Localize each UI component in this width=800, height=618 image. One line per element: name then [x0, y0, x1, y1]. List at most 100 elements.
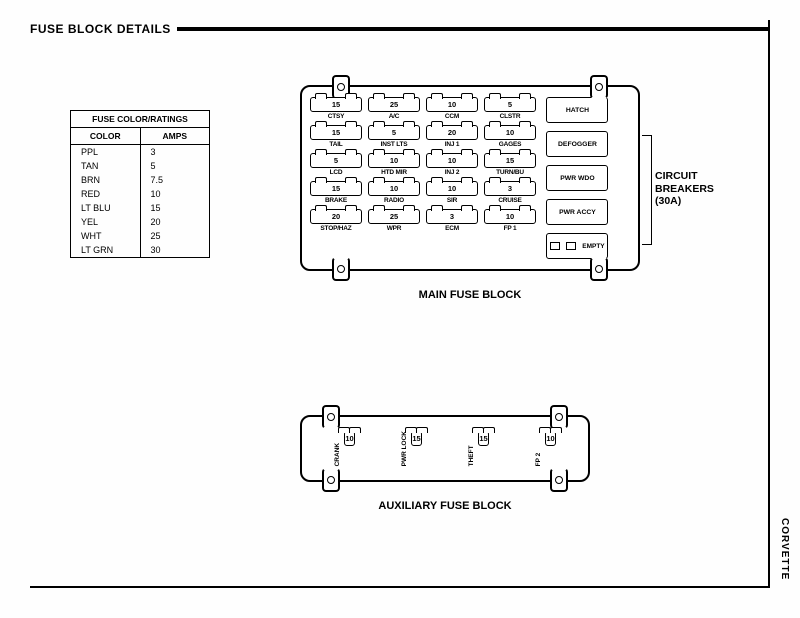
color-table-body: PPL3TAN5BRN7.5RED10LT BLU15YEL20WHT25LT …: [71, 145, 209, 257]
color-cell: TAN: [71, 159, 141, 173]
fuse-row: 20STOP/HAZ 25WPR 3ECM 10FP 1: [310, 209, 536, 232]
fuse-value: 10: [368, 181, 420, 196]
fuse: 20STOP/HAZ: [310, 209, 362, 232]
fuse-value: 15: [484, 153, 536, 168]
fuse-value: 25: [368, 97, 420, 112]
fuse-value: 15: [310, 97, 362, 112]
color-cell: RED: [71, 187, 141, 201]
circuit-breaker: PWR ACCY: [546, 199, 608, 225]
fuse: 25WPR: [368, 209, 420, 232]
fuse-label: CTSY: [310, 113, 362, 120]
aux-fuse-block-wrap: CRANK10PWR LOCK15THEFT15FP 210 AUXILIARY…: [300, 415, 590, 512]
fuse-label: INJ 1: [426, 141, 478, 148]
color-table-columns: COLOR AMPS: [71, 128, 209, 145]
fuse-value: 10: [426, 181, 478, 196]
fuse: 10GAGES: [484, 125, 536, 148]
fuse-value: 15: [310, 125, 362, 140]
color-table-row: LT GRN30: [71, 243, 209, 257]
fuse: 15CTSY: [310, 97, 362, 120]
fuse-value: 25: [368, 209, 420, 224]
fuse-value: 15: [310, 181, 362, 196]
color-table-title: FUSE COLOR/RATINGS: [71, 111, 209, 128]
fuse: 10INJ 2: [426, 153, 478, 176]
fuse-label: ECM: [426, 225, 478, 232]
color-table-row: BRN7.5: [71, 173, 209, 187]
fuse-value: 10: [426, 153, 478, 168]
fuse: 5LCD: [310, 153, 362, 176]
amps-cell: 20: [141, 215, 210, 229]
fuse-row: 15BRAKE10RADIO10SIR3CRUISE: [310, 181, 536, 204]
amps-cell: 5: [141, 159, 210, 173]
main-fuse-block: 15CTSY25A/C10CCM5CLSTR15TAIL5INST LTS20I…: [300, 85, 640, 271]
fuse: 10FP 1: [484, 209, 536, 232]
mount-tab: [550, 468, 568, 492]
header-bar: FUSE BLOCK DETAILS: [30, 20, 770, 38]
color-cell: YEL: [71, 215, 141, 229]
color-table-row: YEL20: [71, 215, 209, 229]
fuse-value: 3: [484, 181, 536, 196]
fuse-value: 5: [310, 153, 362, 168]
color-ratings-table: FUSE COLOR/RATINGS COLOR AMPS PPL3TAN5BR…: [70, 110, 210, 258]
aux-fuse-value: 15: [478, 431, 488, 446]
fuse-value: 5: [484, 97, 536, 112]
fuse-row: 5LCD 10HTD MIR 10INJ 2 15TURN/BU: [310, 153, 536, 176]
header-title: FUSE BLOCK DETAILS: [30, 22, 177, 36]
fuse: 10RADIO: [368, 181, 420, 204]
mount-tab: [322, 468, 340, 492]
main-fuse-grid: 15CTSY25A/C10CCM5CLSTR15TAIL5INST LTS20I…: [310, 97, 536, 232]
fuse: 3ECM: [426, 209, 478, 232]
color-cell: PPL: [71, 145, 141, 159]
color-table-row: WHT25: [71, 229, 209, 243]
fuse: 5INST LTS: [368, 125, 420, 148]
fuse-label: SIR: [426, 197, 478, 204]
circuit-breaker-label: CIRCUIT BREAKERS (30A): [655, 170, 714, 208]
mount-tab: [332, 257, 350, 281]
fuse: 3CRUISE: [484, 181, 536, 204]
color-cell: BRN: [71, 173, 141, 187]
fuse: 10CCM: [426, 97, 478, 120]
mount-tab: [590, 75, 608, 99]
fuse-label: CCM: [426, 113, 478, 120]
fuse-label: INST LTS: [368, 141, 420, 148]
aux-fuse-label: PWR LOCK: [401, 431, 408, 466]
color-cell: LT BLU: [71, 201, 141, 215]
color-table-row: RED10: [71, 187, 209, 201]
circuit-breaker-bracket: [642, 135, 652, 245]
fuse-value: 20: [426, 125, 478, 140]
amps-cell: 30: [141, 243, 210, 257]
fuse-label: TURN/BU: [484, 169, 536, 176]
circuit-breaker: PWR WDO: [546, 165, 608, 191]
fuse: 10SIR: [426, 181, 478, 204]
fuse-label: LCD: [310, 169, 362, 176]
fuse-label: FP 1: [484, 225, 536, 232]
aux-fuse-label: CRANK: [334, 431, 341, 466]
col-amps: AMPS: [141, 128, 210, 144]
color-table-row: LT BLU15: [71, 201, 209, 215]
fuse-value: 5: [368, 125, 420, 140]
header-rule: [177, 27, 770, 31]
col-color: COLOR: [71, 128, 141, 144]
aux-fuse-row: CRANK10PWR LOCK15THEFT15FP 210: [316, 431, 574, 466]
fuse: 10HTD MIR: [368, 153, 420, 176]
amps-cell: 15: [141, 201, 210, 215]
fuse-value: 10: [426, 97, 478, 112]
mount-tab: [550, 405, 568, 429]
fuse-label: CRUISE: [484, 197, 536, 204]
fuse: 20INJ 1: [426, 125, 478, 148]
amps-cell: 25: [141, 229, 210, 243]
fuse: 5CLSTR: [484, 97, 536, 120]
aux-fuse: THEFT15: [468, 431, 488, 466]
fuse-label: STOP/HAZ: [310, 225, 362, 232]
breaker-column: HATCHDEFOGGERPWR WDOPWR ACCYEMPTY: [546, 97, 608, 259]
fuse-row: 15CTSY 25A/C 10CCM 5CLSTR: [310, 97, 536, 120]
fuse-value: 10: [484, 209, 536, 224]
fuse-label: WPR: [368, 225, 420, 232]
fuse-label: A/C: [368, 113, 420, 120]
color-table-row: TAN5: [71, 159, 209, 173]
aux-fuse-value: 10: [344, 431, 354, 446]
aux-fuse: PWR LOCK15: [401, 431, 421, 466]
fuse-value: 20: [310, 209, 362, 224]
amps-cell: 3: [141, 145, 210, 159]
aux-fuse-value: 15: [411, 431, 421, 446]
fuse-row: 15TAIL5INST LTS20INJ 110GAGES: [310, 125, 536, 148]
